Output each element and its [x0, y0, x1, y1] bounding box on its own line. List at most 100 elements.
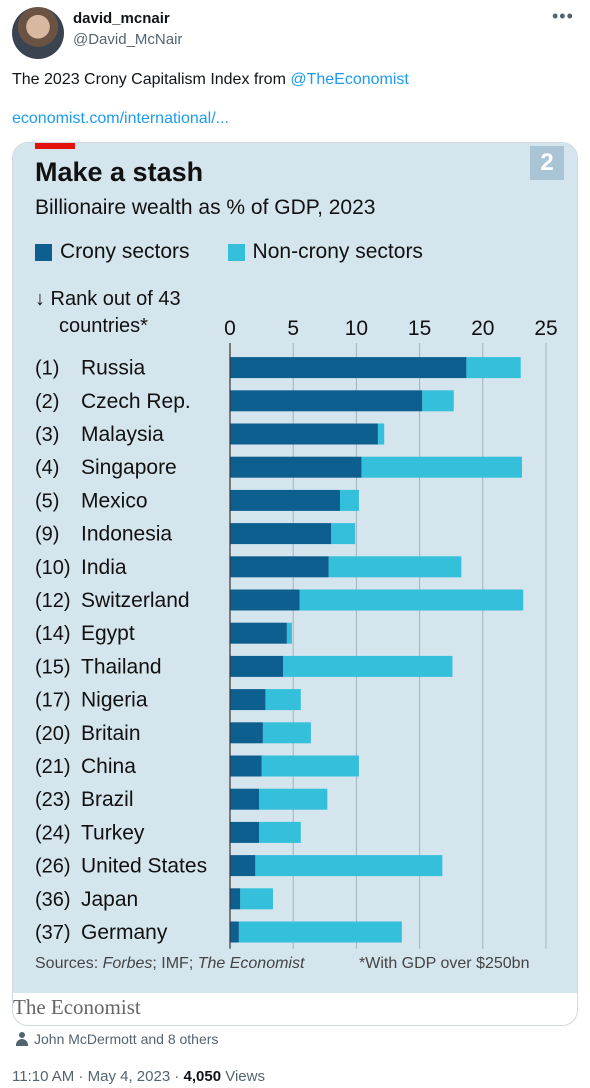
bar-crony: [230, 821, 260, 843]
legend-swatch-crony: [35, 243, 52, 261]
mention-link[interactable]: @TheEconomist: [290, 71, 409, 88]
author-handle[interactable]: @David_McNair: [73, 31, 183, 48]
country-label: Brazil: [81, 788, 134, 811]
bar-noncrony: [331, 523, 356, 545]
bar-crony: [230, 622, 287, 644]
country-label: Britain: [81, 722, 141, 745]
country-label: Egypt: [81, 622, 135, 645]
rank-label: (2): [35, 391, 59, 413]
rank-heading-line1: ↓ Rank out of 43: [35, 288, 181, 310]
author-display-name[interactable]: david_mcnair: [73, 10, 170, 27]
rank-label: (4): [35, 457, 59, 479]
bar-crony: [230, 357, 467, 379]
sources-label: Sources:: [35, 955, 103, 972]
rank-label: (26): [35, 856, 71, 878]
rank-label: (9): [35, 524, 59, 546]
country-label: Russia: [81, 357, 146, 380]
chart-panel: 2 Make a stash Billionaire wealth as % o…: [13, 143, 577, 993]
chart-number-badge: 2: [530, 146, 564, 180]
tweet-text: The 2023 Crony Capitalism Index from @Th…: [12, 70, 409, 90]
bar-noncrony: [265, 689, 301, 711]
country-label: Switzerland: [81, 589, 190, 612]
rank-label: (1): [35, 358, 59, 380]
chart-subtitle: Billionaire wealth as % of GDP, 2023: [35, 196, 376, 219]
country-label: India: [81, 556, 127, 579]
chart-title: Make a stash: [35, 157, 204, 187]
bar-crony: [230, 556, 329, 578]
bar-noncrony: [240, 888, 273, 910]
bar-crony: [230, 456, 362, 478]
likes-text[interactable]: John McDermott and 8 others: [34, 1031, 219, 1047]
legend-label-crony: Crony sectors: [60, 240, 190, 263]
bar-crony: [230, 689, 266, 711]
person-icon: [16, 1032, 28, 1046]
rank-label: (15): [35, 656, 71, 678]
bar-noncrony: [466, 357, 521, 379]
chart-sources: Sources: Forbes; IMF; The Economist: [35, 955, 304, 973]
bar-noncrony: [283, 655, 453, 677]
rank-label: (21): [35, 756, 71, 778]
bar-noncrony: [262, 722, 311, 744]
legend-label-noncrony: Non-crony sectors: [252, 240, 423, 263]
country-label: Thailand: [81, 655, 162, 678]
bar-crony: [230, 589, 300, 611]
bar-crony: [230, 855, 256, 877]
bar-crony: [230, 888, 241, 910]
country-label: Mexico: [81, 489, 148, 512]
x-tick-label: 5: [287, 317, 299, 340]
economist-red-tab: [35, 143, 75, 149]
views-count: 4,050: [183, 1068, 222, 1085]
likes-row[interactable]: John McDermott and 8 others: [16, 1031, 218, 1047]
country-label: China: [81, 755, 136, 778]
more-options-icon[interactable]: •••: [552, 6, 574, 26]
bar-crony: [230, 921, 239, 943]
rank-heading: ↓ Rank out of 43 countries*: [35, 286, 181, 340]
rank-label: (12): [35, 590, 71, 612]
x-tick-label: 20: [471, 317, 494, 340]
views-label: Views: [225, 1068, 265, 1085]
rank-label: (36): [35, 889, 71, 911]
sources-forbes: Forbes: [102, 955, 153, 972]
x-tick-label: 10: [345, 317, 368, 340]
country-label: Malaysia: [81, 423, 164, 446]
bar-noncrony: [299, 589, 524, 611]
rank-label: (20): [35, 723, 71, 745]
rank-label: (17): [35, 690, 71, 712]
bar-noncrony: [261, 755, 359, 777]
bar-noncrony: [328, 556, 462, 578]
x-tick-label: 25: [534, 317, 557, 340]
chart-legend: Crony sectors Non-crony sectors: [35, 240, 461, 264]
tweet-date[interactable]: May 4, 2023: [87, 1068, 171, 1085]
rank-label: (10): [35, 557, 71, 579]
bar-noncrony: [377, 423, 385, 445]
x-tick-label: 0: [224, 317, 236, 340]
country-label: Indonesia: [81, 523, 172, 546]
country-label: Czech Rep.: [81, 390, 191, 413]
x-tick-label: 15: [408, 317, 431, 340]
rank-label: (5): [35, 490, 59, 512]
rank-label: (24): [35, 822, 71, 844]
bar-crony: [230, 655, 284, 677]
tweet-meta: 11:10 AM · May 4, 2023 · 4,050 Views: [12, 1068, 265, 1085]
publisher-logo: The Economist: [13, 995, 141, 1019]
rank-label: (14): [35, 623, 71, 645]
bar-noncrony: [361, 456, 522, 478]
legend-swatch-noncrony: [227, 243, 245, 261]
bar-crony: [230, 489, 340, 511]
tweet-time[interactable]: 11:10 AM: [12, 1068, 75, 1085]
avatar[interactable]: [12, 7, 64, 59]
bar-crony: [230, 423, 378, 445]
rank-heading-line2: countries*: [59, 315, 148, 337]
country-label: Japan: [81, 888, 138, 911]
rank-label: (3): [35, 424, 59, 446]
legend-item-crony: Crony sectors: [35, 240, 190, 264]
media-card[interactable]: 2 Make a stash Billionaire wealth as % o…: [12, 142, 578, 1026]
bar-crony: [230, 755, 262, 777]
rank-label: (23): [35, 789, 71, 811]
bar-noncrony: [339, 489, 359, 511]
bar-crony: [230, 722, 263, 744]
country-label: United States: [81, 855, 207, 878]
bar-noncrony: [286, 622, 292, 644]
article-link[interactable]: economist.com/international/...: [12, 110, 229, 127]
chart-footnote: *With GDP over $250bn: [359, 955, 530, 972]
